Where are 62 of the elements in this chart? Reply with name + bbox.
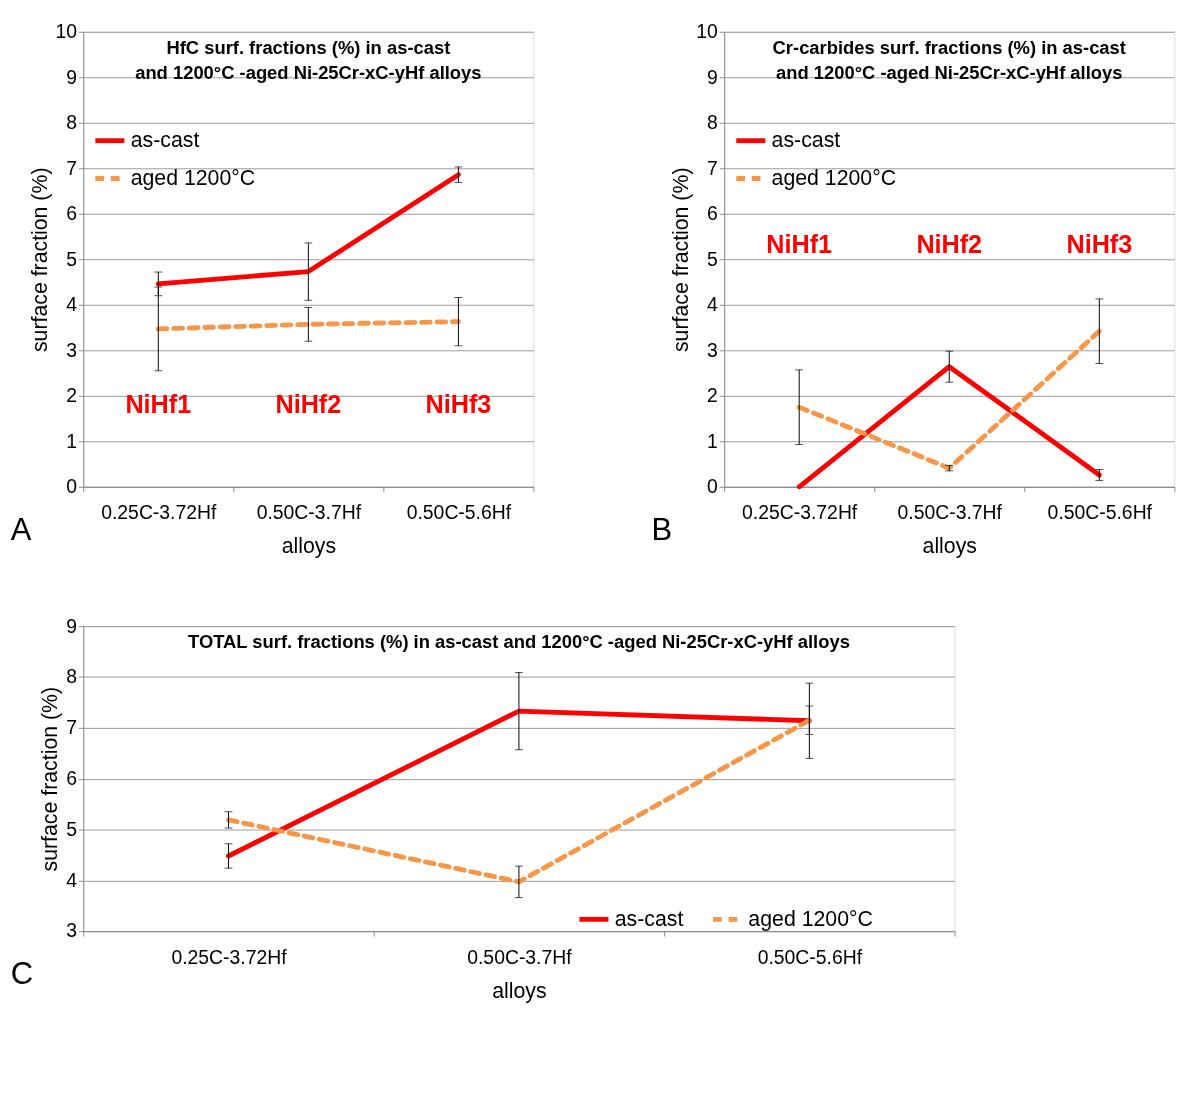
y-axis-title: surface fraction (%) bbox=[668, 167, 693, 353]
y-tick-label: 0 bbox=[66, 475, 78, 498]
y-tick-label: 8 bbox=[66, 665, 77, 688]
chart-title: TOTAL surf. fractions (%) in as-cast and 1200°C -aged Ni-25Cr-xC-yHf alloys bbox=[187, 631, 850, 653]
y-tick-label: 3 bbox=[66, 919, 77, 942]
y-axis-title: surface fraction (%) bbox=[38, 686, 63, 872]
legend-label: as-cast bbox=[130, 128, 200, 153]
y-tick-label: 2 bbox=[707, 384, 718, 407]
x-tick-label: 0.25C-3.72Hf bbox=[171, 945, 288, 968]
y-tick-label: 4 bbox=[707, 293, 719, 316]
text: Cr-carbides surf. fractions (%) in as-cast and 1200°C -aged Ni-25Cr-xC-yHf alloys bbox=[772, 37, 1126, 84]
y-tick-label: 1 bbox=[66, 429, 77, 452]
x-tick-label: 0.50C-5.6Hf bbox=[1047, 501, 1153, 524]
y-tick-label: 8 bbox=[66, 111, 77, 134]
x-tick-label: 0.25C-3.72Hf bbox=[742, 501, 858, 524]
y-tick-label: 9 bbox=[707, 65, 718, 88]
y-tick-label: 2 bbox=[66, 384, 77, 407]
y-tick-label: 7 bbox=[707, 156, 718, 179]
legend-label: aged 1200°C bbox=[771, 166, 897, 191]
y-tick-label: 9 bbox=[66, 614, 77, 637]
y-tick-label: 1 bbox=[707, 429, 718, 452]
y-tick-label: 10 bbox=[696, 20, 719, 43]
x-tick-label: 0.50C-5.6Hf bbox=[757, 945, 863, 968]
text: HfC surf. fractions (%) in as-cast and 1200°C -aged Ni-25Cr-xC-yHf alloys bbox=[135, 37, 482, 84]
y-axis-title: surface fraction (%) bbox=[27, 167, 52, 353]
y-tick-label: 5 bbox=[66, 817, 77, 840]
y-tick-label: 8 bbox=[707, 111, 718, 134]
legend-label: as-cast bbox=[771, 128, 841, 153]
text: C bbox=[10, 956, 34, 992]
x-axis-title: alloys bbox=[492, 978, 547, 1003]
y-tick-label: 4 bbox=[66, 868, 78, 891]
y-tick-label: 10 bbox=[55, 20, 78, 43]
x-tick-label: 0.50C-3.7Hf bbox=[256, 501, 362, 524]
y-tick-label: 3 bbox=[66, 338, 77, 361]
y-tick-label: 6 bbox=[707, 202, 718, 225]
x-tick-label: 0.50C-3.7Hf bbox=[467, 945, 573, 968]
x-tick-label: 0.25C-3.72Hf bbox=[101, 501, 217, 524]
text: A bbox=[10, 512, 32, 548]
legend-label: aged 1200°C bbox=[748, 907, 873, 932]
y-tick-label: 7 bbox=[66, 156, 77, 179]
y-tick-label: 5 bbox=[707, 247, 718, 270]
y-tick-label: 6 bbox=[66, 767, 77, 789]
y-tick-label: 9 bbox=[66, 65, 77, 88]
annotation: NiHf2 bbox=[916, 230, 983, 259]
y-tick-label: 7 bbox=[66, 716, 77, 739]
x-tick-label: 0.50C-3.7Hf bbox=[897, 501, 1003, 524]
legend-label: as-cast bbox=[614, 907, 684, 932]
text: B bbox=[651, 512, 673, 548]
y-tick-label: 3 bbox=[707, 338, 718, 361]
annotation: NiHf1 bbox=[766, 230, 833, 259]
annotation: NiHf3 bbox=[425, 389, 492, 418]
annotation: NiHf1 bbox=[125, 389, 192, 418]
y-tick-label: 5 bbox=[66, 247, 77, 270]
y-tick-label: 0 bbox=[707, 475, 719, 498]
x-tick-label: 0.50C-5.6Hf bbox=[406, 501, 512, 524]
x-axis-title: alloys bbox=[922, 534, 977, 559]
y-tick-label: 4 bbox=[66, 293, 78, 316]
annotation: NiHf3 bbox=[1066, 230, 1133, 259]
annotation: NiHf2 bbox=[275, 389, 342, 418]
x-axis-title: alloys bbox=[281, 534, 337, 559]
legend-label: aged 1200°C bbox=[130, 166, 256, 191]
y-tick-label: 6 bbox=[66, 202, 77, 225]
